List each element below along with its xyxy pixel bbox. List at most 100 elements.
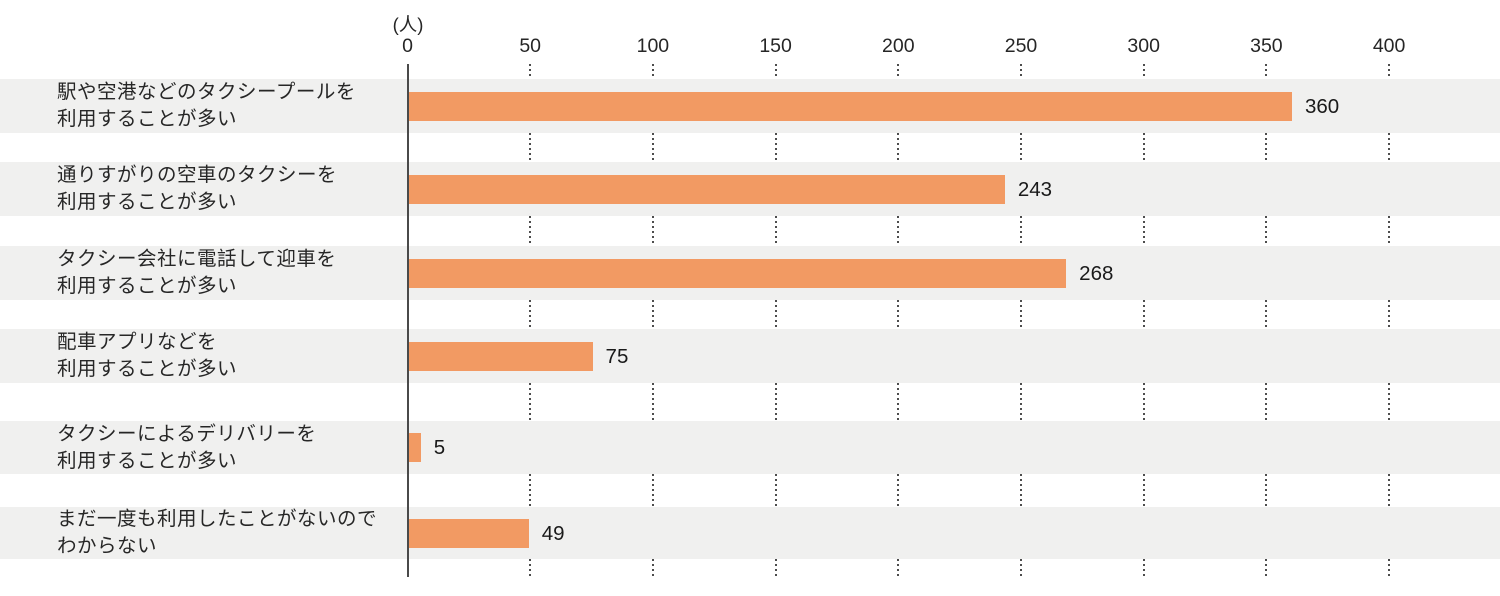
gridline-dotted: [651, 559, 654, 577]
gridline-dotted: [897, 133, 900, 162]
x-axis-tick-label: 300: [1127, 35, 1160, 57]
gridline-dotted: [1020, 133, 1022, 162]
category-label-line: 配車アプリなどを: [57, 331, 218, 353]
x-axis-tick-label: 350: [1250, 35, 1283, 57]
value-label: 243: [1017, 177, 1053, 201]
category-label: タクシー会社に電話して迎車を 利用することが多い: [57, 246, 336, 300]
gridline-dotted: [651, 474, 654, 507]
x-axis-tick-label: 50: [519, 35, 542, 57]
y-axis-line: [406, 64, 409, 577]
gridline-dotted: [774, 474, 777, 507]
gridline-dotted: [529, 133, 532, 162]
gridline-dotted: [774, 216, 777, 246]
row-stripe: [0, 329, 1500, 383]
gridline-dotted: [1265, 64, 1268, 79]
gridline-dotted: [529, 559, 532, 577]
gridline-dotted: [1020, 300, 1022, 329]
gridline-dotted: [1265, 474, 1268, 507]
gridline-dotted: [651, 64, 654, 79]
x-axis-tick-label: 200: [882, 35, 915, 57]
gridline-dotted: [1020, 216, 1022, 246]
gridline-dotted: [897, 559, 900, 577]
value-label: 5: [433, 436, 446, 459]
category-label-line: 利用することが多い: [57, 358, 238, 380]
gridline-dotted: [1265, 383, 1268, 421]
category-label: まだ一度も利用したことがないので わからない: [57, 507, 377, 559]
gridline-dotted: [651, 133, 654, 162]
gridline-dotted: [1142, 64, 1145, 79]
row-stripe: [0, 421, 1500, 474]
gridline-dotted: [1020, 559, 1022, 577]
gridline-dotted: [897, 216, 900, 246]
gridline-dotted: [651, 383, 654, 421]
x-axis-tick-label: 150: [759, 35, 792, 57]
gridline-dotted: [1265, 133, 1268, 162]
gridline-dotted: [1142, 383, 1145, 421]
gridline-dotted: [1388, 216, 1391, 246]
gridline-dotted: [897, 64, 900, 79]
bar: [408, 174, 1005, 204]
category-label-line: わからない: [57, 535, 158, 557]
gridline-dotted: [529, 383, 532, 421]
category-label-line: 利用することが多い: [57, 191, 238, 213]
gridline-dotted: [1020, 64, 1022, 79]
gridline-dotted: [1265, 216, 1268, 246]
x-axis-tick-label: 400: [1372, 35, 1406, 57]
category-label: 駅や空港などのタクシープールを 利用することが多い: [57, 79, 356, 133]
category-label-line: 利用することが多い: [57, 449, 238, 472]
gridline-dotted: [897, 383, 900, 421]
gridline-dotted: [1142, 300, 1145, 329]
row-stripe: [0, 507, 1500, 559]
bar: [408, 433, 421, 462]
gridline-dotted: [897, 300, 900, 329]
bar: [408, 341, 593, 371]
gridline-dotted: [1388, 133, 1391, 162]
gridline-dotted: [529, 474, 532, 507]
x-axis-tick-label: 250: [1004, 35, 1038, 57]
bar: [408, 91, 1292, 121]
gridline-dotted: [774, 383, 777, 421]
gridline-dotted: [1142, 133, 1145, 162]
gridline-dotted: [774, 300, 777, 329]
category-label-line: 利用することが多い: [57, 275, 238, 297]
bar: [408, 258, 1067, 288]
category-label-line: タクシーによるデリバリーを: [57, 422, 317, 445]
gridline-dotted: [897, 474, 900, 507]
gridline-dotted: [1265, 559, 1268, 577]
gridline-dotted: [1388, 559, 1391, 577]
value-label: 49: [541, 521, 565, 545]
gridline-dotted: [1142, 559, 1145, 577]
gridline-dotted: [1388, 64, 1391, 79]
category-label-line: タクシー会社に電話して迎車を: [57, 248, 337, 270]
category-label: 配車アプリなどを 利用することが多い: [57, 329, 237, 383]
bar: [408, 518, 529, 548]
category-label-line: 通りすがりの空車のタクシーを: [57, 164, 338, 186]
gridline-dotted: [529, 300, 532, 329]
gridline-dotted: [1020, 474, 1022, 507]
gridline-dotted: [651, 300, 654, 329]
x-axis-tick-label: 0: [402, 35, 413, 57]
gridline-dotted: [651, 216, 654, 246]
gridline-dotted: [529, 64, 532, 79]
gridline-dotted: [774, 133, 777, 162]
x-axis-tick-label: 100: [636, 35, 670, 57]
gridline-dotted: [774, 64, 777, 79]
gridline-dotted: [1388, 474, 1391, 507]
category-label: タクシーによるデリバリーを 利用することが多い: [57, 421, 316, 474]
gridline-dotted: [1142, 216, 1145, 246]
value-label: 360: [1304, 94, 1340, 118]
category-label-line: 利用することが多い: [57, 108, 238, 130]
category-label-line: 駅や空港などのタクシープールを: [57, 81, 356, 103]
gridline-dotted: [1388, 300, 1391, 329]
value-label: 75: [605, 344, 629, 368]
category-label: 通りすがりの空車のタクシーを 利用することが多い: [57, 162, 337, 216]
value-label: 268: [1079, 261, 1114, 285]
gridline-dotted: [1265, 300, 1268, 329]
axis-unit-label: (人): [392, 14, 424, 35]
gridline-dotted: [529, 216, 532, 246]
gridline-dotted: [1020, 383, 1022, 421]
gridline-dotted: [1388, 383, 1391, 421]
category-label-line: まだ一度も利用したことがないので: [57, 508, 378, 530]
gridline-dotted: [774, 559, 777, 577]
